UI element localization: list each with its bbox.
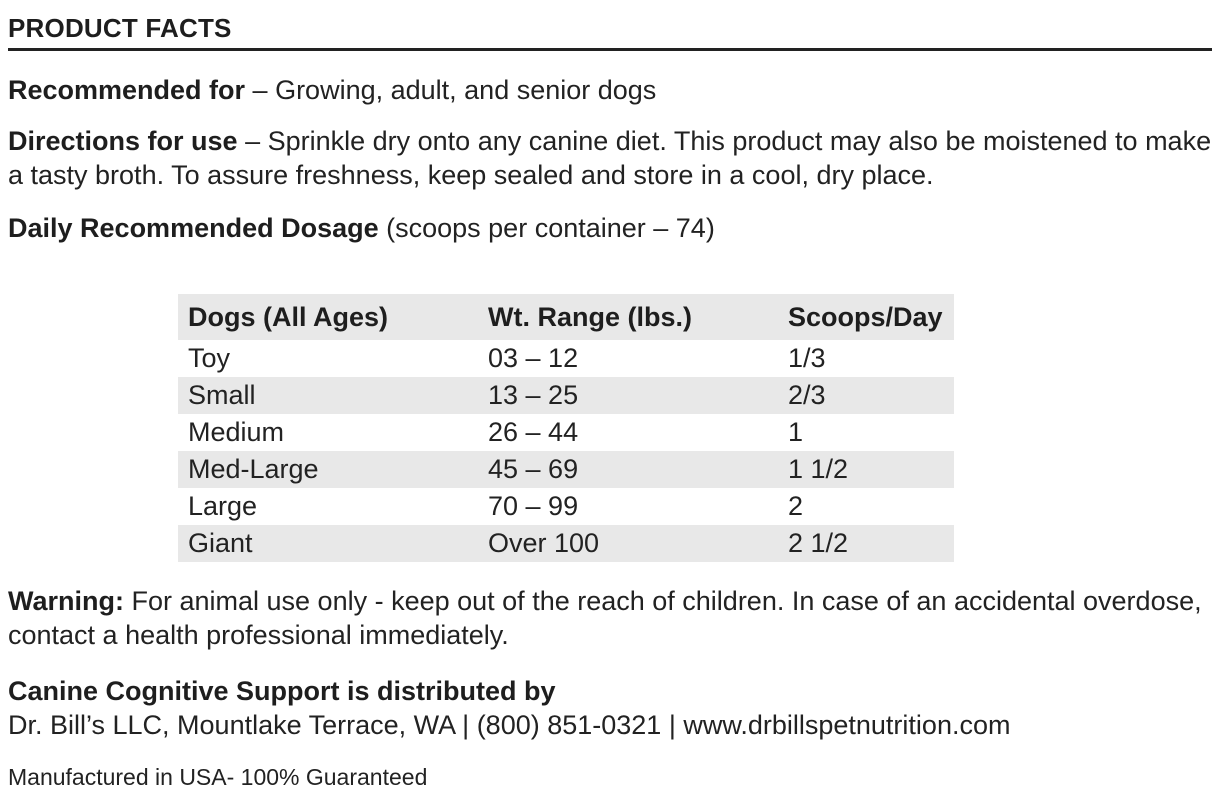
product-facts-panel: PRODUCT FACTS Recommended for – Growing,… bbox=[8, 0, 1212, 245]
dosage-table: Dogs (All Ages) Wt. Range (lbs.) Scoops/… bbox=[178, 294, 954, 562]
distributor-info: Canine Cognitive Support is distributed … bbox=[8, 674, 1212, 742]
column-header-scoops: Scoops/Day bbox=[788, 302, 943, 332]
manufactured-statement: Manufactured in USA- 100% Guaranteed bbox=[8, 764, 428, 790]
page-title: PRODUCT FACTS bbox=[8, 13, 232, 43]
warning-text: For animal use only - keep out of the re… bbox=[8, 586, 1202, 650]
table-row: Large 70 – 99 2 bbox=[178, 488, 954, 525]
weight-range-cell: 03 – 12 bbox=[488, 343, 579, 373]
weight-range-cell: 26 – 44 bbox=[488, 417, 579, 447]
weight-range-cell: 70 – 99 bbox=[488, 491, 579, 521]
dog-size-cell: Med-Large bbox=[188, 454, 319, 484]
weight-range-cell: 45 – 69 bbox=[488, 454, 579, 484]
column-header-dogs: Dogs (All Ages) bbox=[188, 302, 389, 332]
table-row: Giant Over 100 2 1/2 bbox=[178, 525, 954, 562]
scoops-cell: 1 bbox=[788, 417, 804, 447]
table-row: Med-Large 45 – 69 1 1/2 bbox=[178, 451, 954, 488]
scoops-cell: 1/3 bbox=[788, 343, 826, 373]
table-row: Small 13 – 25 2/3 bbox=[178, 377, 954, 414]
recommended-label: Recommended for bbox=[8, 75, 246, 105]
dosage-text: (scoops per container – 74) bbox=[378, 213, 715, 243]
scoops-cell: 2/3 bbox=[788, 380, 826, 410]
dog-size-cell: Toy bbox=[188, 343, 231, 373]
table-row: Medium 26 – 44 1 bbox=[178, 414, 954, 451]
dosage-label: Daily Recommended Dosage bbox=[8, 213, 379, 243]
recommended-text: – Growing, adult, and senior dogs bbox=[245, 75, 657, 105]
warning-label: Warning: bbox=[8, 586, 124, 616]
recommended-for: Recommended for – Growing, adult, and se… bbox=[8, 73, 1212, 107]
scoops-cell: 2 bbox=[788, 491, 804, 521]
table-header-row: Dogs (All Ages) Wt. Range (lbs.) Scoops/… bbox=[178, 294, 954, 340]
distributor-contact: Dr. Bill’s LLC, Mountlake Terrace, WA | … bbox=[8, 710, 1011, 740]
warning-notice: Warning: For animal use only - keep out … bbox=[8, 584, 1212, 652]
directions-for-use: Directions for use – Sprinkle dry onto a… bbox=[8, 124, 1212, 192]
scoops-cell: 2 1/2 bbox=[788, 528, 849, 558]
weight-range-cell: Over 100 bbox=[488, 528, 600, 558]
table-row: Toy 03 – 12 1/3 bbox=[178, 340, 954, 377]
dog-size-cell: Giant bbox=[188, 528, 253, 558]
scoops-cell: 1 1/2 bbox=[788, 454, 849, 484]
dog-size-cell: Medium bbox=[188, 417, 285, 447]
distributor-title: Canine Cognitive Support is distributed … bbox=[8, 676, 556, 706]
daily-dosage: Daily Recommended Dosage (scoops per con… bbox=[8, 211, 1212, 245]
directions-label: Directions for use bbox=[8, 126, 238, 156]
dog-size-cell: Small bbox=[188, 380, 256, 410]
column-header-weight: Wt. Range (lbs.) bbox=[488, 302, 692, 332]
directions-text: – Sprinkle dry onto any canine diet. Thi… bbox=[8, 126, 1212, 190]
dog-size-cell: Large bbox=[188, 491, 258, 521]
weight-range-cell: 13 – 25 bbox=[488, 380, 579, 410]
title-divider bbox=[8, 48, 1212, 51]
